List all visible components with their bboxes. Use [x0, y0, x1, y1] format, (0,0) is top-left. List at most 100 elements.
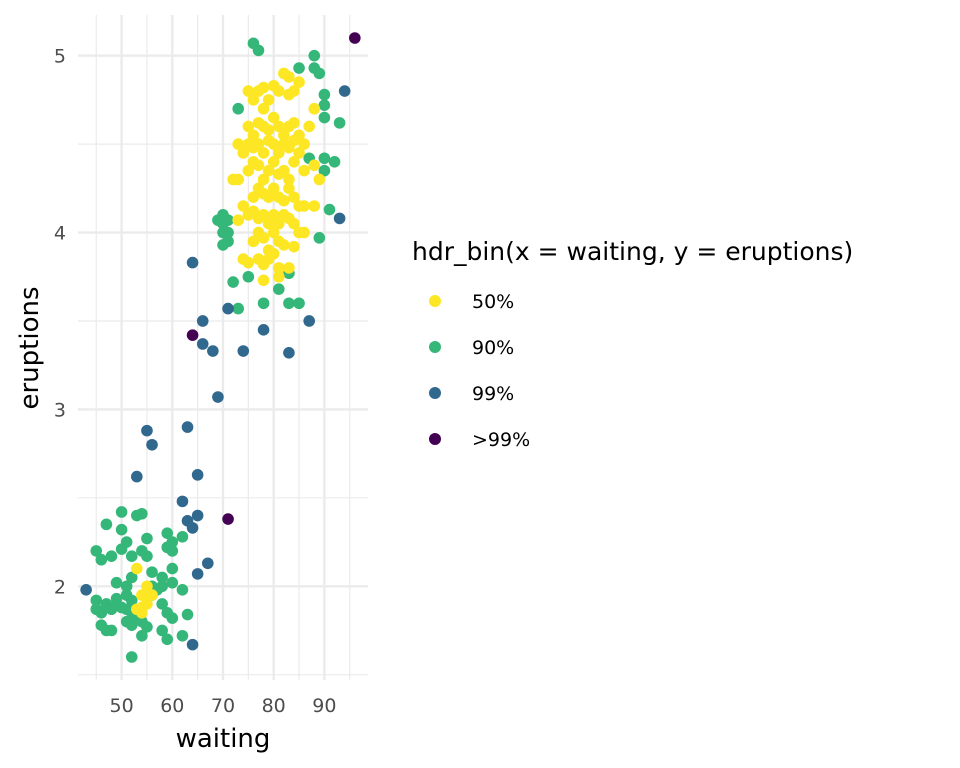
data-point: [288, 134, 300, 147]
data-point: [212, 214, 224, 226]
data-point: [136, 589, 148, 601]
data-point: [212, 391, 224, 403]
data-point: [181, 421, 194, 433]
data-point: [125, 571, 138, 584]
data-point: [232, 173, 245, 186]
data-point: [232, 102, 245, 115]
data-point: [288, 155, 300, 168]
data-point: [283, 262, 295, 274]
x-tick-label: 80: [262, 695, 286, 717]
data-point: [298, 164, 310, 177]
data-point: [293, 297, 305, 310]
data-point: [201, 557, 214, 570]
data-point: [288, 217, 300, 230]
data-point: [252, 138, 265, 150]
data-point: [242, 85, 255, 97]
data-point: [191, 469, 204, 481]
data-point: [293, 147, 305, 159]
data-point: [242, 164, 255, 177]
data-point: [176, 629, 189, 642]
x-tick-label: 60: [160, 695, 184, 717]
data-point: [222, 302, 234, 315]
data-point: [237, 200, 250, 212]
data-point: [186, 256, 199, 269]
data-point: [308, 159, 321, 172]
data-point: [288, 85, 300, 97]
legend-label: 99%: [472, 383, 514, 405]
data-point: [146, 566, 158, 578]
data-point: [298, 200, 310, 212]
data-point: [262, 191, 275, 203]
y-tick-label: 5: [54, 46, 66, 68]
data-point: [318, 152, 331, 165]
data-point: [267, 138, 280, 150]
y-axis-ticks: 2 3 4 5: [54, 46, 66, 599]
data-point: [166, 612, 179, 624]
data-point: [333, 212, 346, 225]
data-point: [328, 155, 341, 168]
legend-key: [429, 387, 441, 399]
data-points: [80, 32, 361, 663]
data-point: [131, 470, 143, 483]
y-tick-label: 3: [54, 399, 66, 421]
data-point: [141, 532, 153, 545]
data-point: [257, 274, 270, 287]
data-point: [308, 49, 321, 62]
data-point: [146, 438, 158, 451]
data-point: [242, 256, 255, 269]
data-point: [267, 226, 280, 239]
data-point: [242, 120, 255, 133]
data-point: [90, 594, 103, 607]
data-point: [267, 182, 280, 195]
data-point: [283, 173, 295, 186]
data-point: [267, 247, 280, 260]
data-point: [333, 117, 346, 129]
data-point: [318, 164, 331, 177]
data-point: [191, 568, 204, 580]
data-point: [283, 297, 295, 310]
x-tick-label: 70: [211, 695, 235, 717]
data-point: [267, 111, 280, 124]
legend-title: hdr_bin(x = waiting, y = eruptions): [412, 237, 853, 266]
data-point: [308, 200, 321, 212]
data-point: [318, 111, 331, 124]
data-point: [283, 71, 295, 83]
data-point: [125, 651, 138, 663]
data-point: [166, 545, 179, 557]
data-point: [105, 550, 118, 562]
data-point: [181, 608, 194, 621]
data-point: [161, 527, 174, 540]
data-point: [318, 99, 331, 111]
data-point: [136, 507, 148, 520]
data-point: [196, 338, 209, 350]
data-point: [272, 85, 285, 97]
data-point: [115, 523, 128, 536]
data-point: [95, 553, 108, 566]
legend-key: [429, 433, 441, 445]
legend-label: 90%: [472, 337, 514, 359]
data-point: [318, 88, 331, 101]
data-point: [313, 67, 326, 80]
data-point: [262, 94, 275, 106]
data-point: [232, 138, 245, 150]
data-point: [257, 173, 270, 186]
data-point: [313, 173, 326, 186]
data-point: [308, 102, 321, 115]
data-point: [278, 194, 290, 207]
data-point: [247, 94, 260, 106]
data-point: [257, 147, 270, 159]
legend-label: >99%: [472, 429, 530, 451]
data-point: [105, 624, 118, 637]
data-point: [232, 214, 245, 226]
data-point: [278, 164, 290, 177]
data-point: [338, 85, 351, 97]
x-axis-title: waiting: [176, 724, 271, 754]
x-tick-label: 90: [312, 695, 336, 717]
data-point: [186, 522, 199, 534]
data-point: [278, 239, 290, 251]
data-point: [176, 495, 189, 508]
data-point: [227, 276, 239, 288]
data-point: [288, 191, 300, 203]
data-point: [272, 217, 285, 230]
